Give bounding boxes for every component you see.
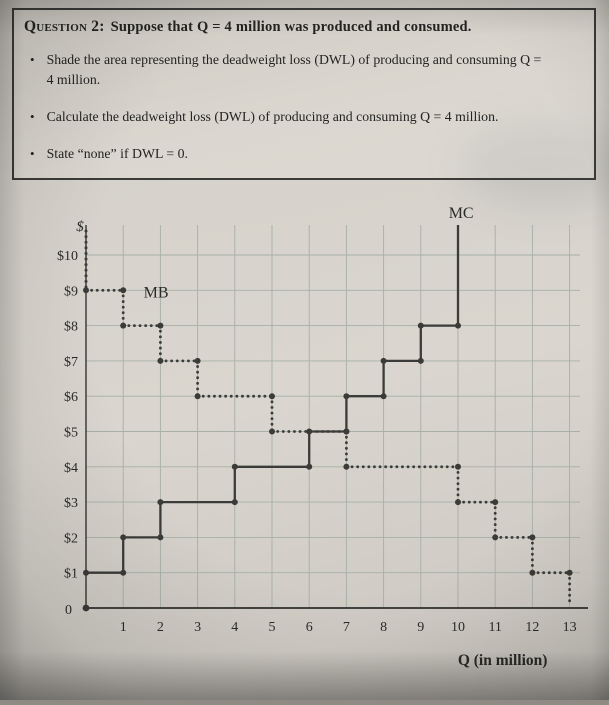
origin-label: 0 [65, 603, 72, 618]
mc-step-dot [157, 499, 164, 506]
question-box: Question 2: Suppose that Q = 4 million wa… [12, 8, 596, 180]
mb-step-dot [120, 322, 127, 329]
mb-step-dot [83, 287, 89, 294]
bullet-icon: • [30, 51, 35, 67]
mb-step-dot [343, 463, 350, 470]
question-title: Question 2: Suppose that Q = 4 million wa… [24, 16, 584, 38]
mc-step-dot [343, 393, 350, 400]
y-tick-label: $7 [64, 355, 78, 370]
x-tick-label: 1 [120, 620, 127, 635]
mb-step-dot [157, 357, 164, 364]
y-tick-label: $10 [57, 249, 78, 264]
mb-mc-chart: $10 $9 $8 $7 $6 $5 $4 $3 $2 $1 1 2 3 4 5 6 7 8 9 10 11 12 13 0 $… [0, 185, 609, 700]
mc-step-dot [380, 357, 387, 364]
x-tick-label: 8 [380, 620, 387, 635]
x-tick-label: 4 [231, 620, 238, 635]
y-tick-label: $8 [64, 320, 78, 335]
bullet-text: State “none” if DWL = 0. [46, 145, 188, 161]
bullet-item: • State “none” if DWL = 0. [30, 144, 584, 164]
mc-step-dot [380, 393, 387, 400]
x-tick-label: 2 [157, 620, 164, 635]
chart-svg: $10$9$8$7$6$5$4$3$2$11 2 3 4 5 6 7 8 9 10 11 12 130$… [57, 205, 588, 669]
question-number-label: Question 2: [24, 18, 105, 35]
mb-step-dot [492, 534, 499, 541]
y-tick-label: $4 [64, 461, 78, 476]
mc-step-dot [157, 534, 164, 541]
y-tick-label: $1 [64, 567, 78, 582]
mc-step-dot [231, 463, 238, 470]
mc-step-dot [306, 428, 313, 435]
y-tick-label: $5 [64, 426, 78, 441]
y-axis-label: $ [76, 219, 84, 235]
bullet-icon: • [30, 145, 35, 161]
x-tick-label: 10 [451, 620, 465, 635]
x-tick-label: 5 [269, 620, 276, 635]
mb-step-dot [194, 393, 201, 400]
x-tick-label: 11 [488, 620, 501, 635]
bullet-icon: • [30, 108, 35, 124]
x-tick-label: 9 [417, 620, 424, 635]
question-title-text: Suppose that Q = 4 million was produced … [110, 19, 472, 35]
mc-curve-label: MC [449, 205, 474, 222]
question-bullet-list: • Shade the area representing the deadwe… [24, 50, 584, 164]
x-axis-label: Q (in million) [458, 652, 548, 669]
y-tick-label: $9 [64, 284, 78, 299]
y-tick-label: $3 [64, 496, 78, 511]
mc-step-dot [83, 569, 89, 576]
bullet-item: • Shade the area representing the deadwe… [30, 50, 584, 90]
x-tick-label: 6 [306, 620, 313, 635]
mc-step-dot [417, 322, 424, 329]
y-tick-label: $6 [64, 390, 78, 405]
y-tick-label: $2 [64, 531, 78, 546]
mb-step-dot [529, 569, 536, 576]
mb-curve-label: MB [144, 284, 169, 301]
origin-dot [82, 604, 90, 612]
bullet-item: • Calculate the deadweight loss (DWL) of… [30, 107, 584, 127]
x-tick-label: 3 [194, 620, 201, 635]
x-tick-label: 12 [525, 620, 539, 635]
x-tick-label: 13 [563, 620, 577, 635]
bullet-text: Shade the area representing the deadweig… [46, 51, 542, 87]
bullet-text: Calculate the deadweight loss (DWL) of p… [46, 108, 499, 124]
x-tick-label: 7 [343, 620, 350, 635]
mc-step-dot [120, 534, 127, 541]
mb-step-dot [455, 499, 461, 506]
mb-step-dot [269, 428, 275, 435]
